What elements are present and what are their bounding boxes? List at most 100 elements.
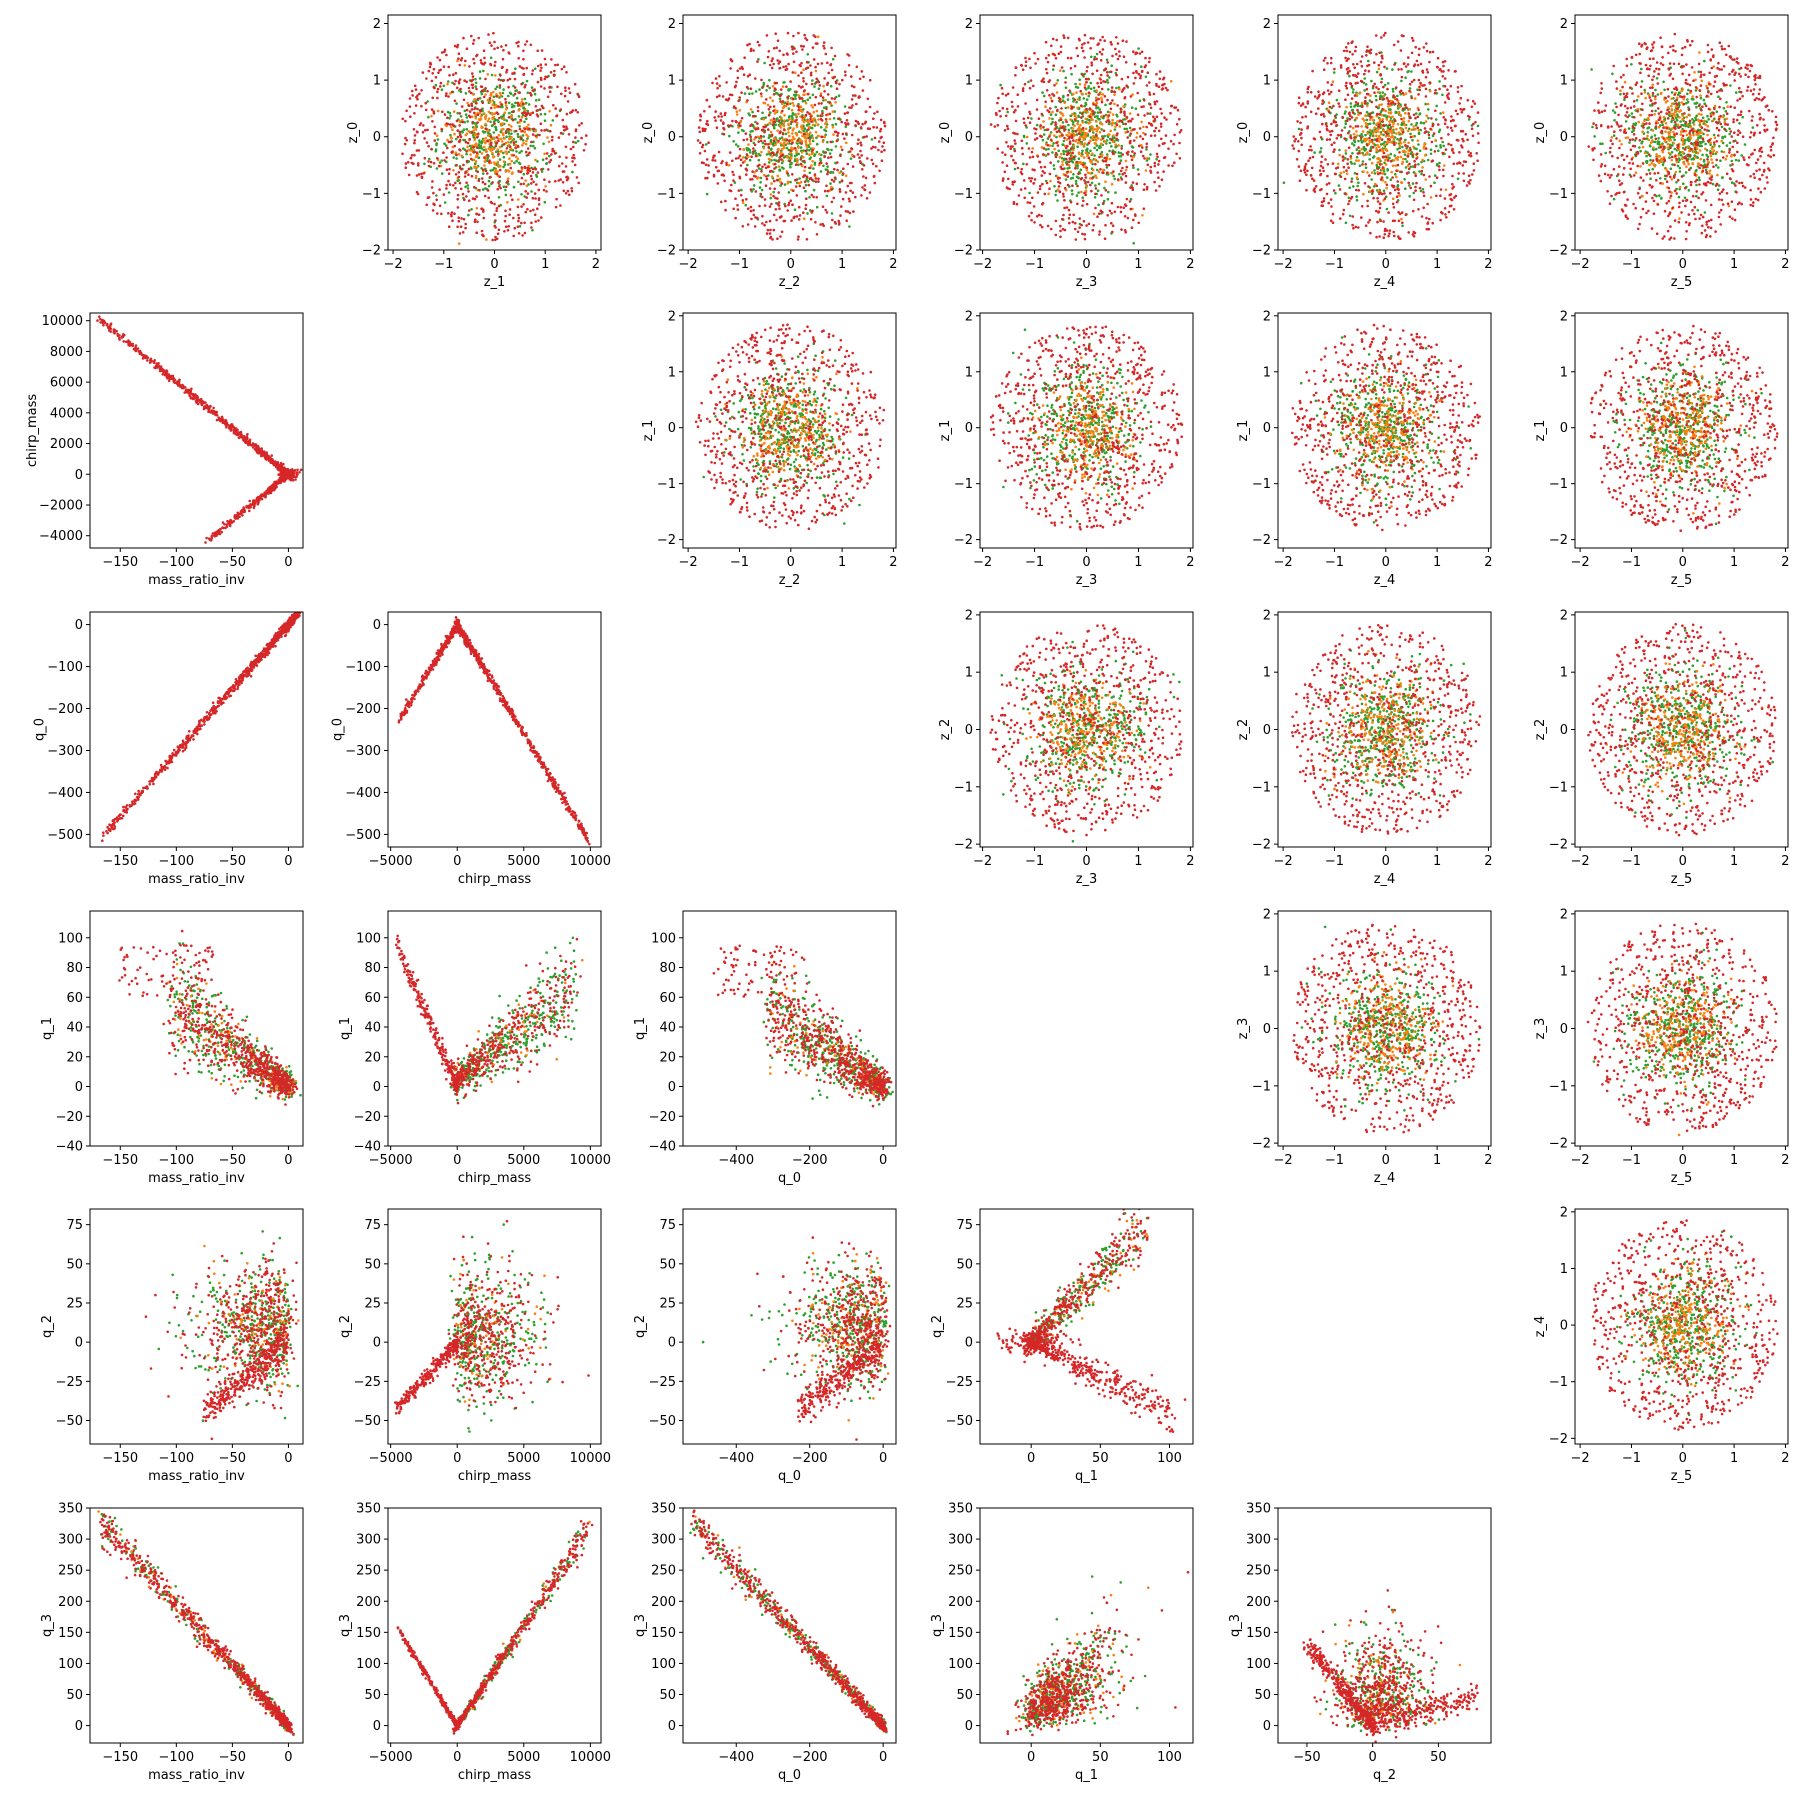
y-tick-label: −1 [657,187,676,202]
scatter-point [561,181,565,184]
scatter-point [829,182,832,185]
scatter-point [873,112,876,115]
scatter-point [758,43,761,47]
scatter-point [1124,204,1128,207]
scatter-point [819,94,823,97]
scatter-point [506,78,510,82]
scatter-point [474,77,477,81]
scatter-point [1084,176,1088,179]
scatter-point [1052,94,1056,97]
scatter-point [516,132,520,136]
scatter-point [534,158,537,162]
scatter-point [751,129,754,133]
scatter-point [1364,139,1367,143]
scatter-point [783,119,786,122]
scatter-point [1103,95,1107,98]
scatter-point [1046,109,1049,112]
scatter-point [731,159,734,163]
scatter-point [837,219,840,223]
scatter-point [858,156,861,159]
scatter-point [494,238,497,242]
scatter-point [745,147,748,150]
scatter-point [1100,100,1104,104]
scatter-point [413,139,417,142]
scatter-point [465,150,468,153]
scatter-point [1117,155,1121,158]
scatter-point [1084,92,1088,96]
scatter-point [1367,59,1370,63]
scatter-point [539,69,542,72]
scatter-point [829,155,833,159]
scatter-point [1087,222,1091,226]
scatter-point [763,163,766,166]
scatter-point [1153,100,1156,104]
scatter-point [1066,93,1070,97]
scatter-point [542,106,545,110]
scatter-point [839,214,842,217]
scatter-point [1377,157,1380,160]
scatter-point [793,47,796,50]
scatter-point [457,219,461,223]
scatter-point [1109,129,1112,133]
scatter-point [1111,113,1115,116]
scatter-point [1135,182,1139,185]
scatter-point [1058,190,1062,194]
scatter-point [1417,128,1421,132]
scatter-point [1048,94,1051,97]
scatter-point [423,162,426,166]
scatter-point [1061,96,1065,99]
scatter-point [548,154,551,158]
scatter-point [1113,210,1117,214]
scatter-point [1085,202,1089,206]
scatter-point [506,169,510,172]
scatter-point [480,92,484,96]
scatter-point [1040,146,1044,149]
scatter-point [425,141,429,144]
scatter-point [1076,141,1080,145]
scatter-point [1089,139,1092,143]
scatter-point [1355,176,1359,179]
scatter-point [1036,155,1040,158]
scatter-point [1409,132,1412,136]
scatter-point [1081,43,1084,46]
scatter-point [521,234,524,237]
scatter-point [517,161,521,165]
scatter-point [1393,154,1396,157]
scatter-point [1058,155,1062,159]
scatter-point [440,212,443,216]
scatter-point [808,112,811,115]
scatter-point [418,123,422,127]
scatter-point [1083,72,1086,76]
scatter-point [802,132,806,136]
scatter-point [1129,139,1132,143]
scatter-point [1404,213,1408,217]
scatter-point [474,162,477,165]
scatter-point [502,160,506,163]
scatter-point [1371,111,1375,114]
scatter-point [801,97,804,100]
scatter-point [1071,151,1074,155]
scatter-point [1000,86,1004,90]
scatter-point [1357,111,1360,114]
scatter-point [443,48,447,52]
scatter-point [564,145,568,149]
scatter-point [1078,78,1081,81]
scatter-point [1116,120,1119,123]
scatter-point [725,161,728,165]
scatter-point [482,49,486,52]
scatter-point [1309,145,1312,148]
scatter-point [1105,120,1108,124]
scatter-point [1149,134,1153,137]
scatter-point [1080,46,1084,49]
scatter-point [1117,144,1120,147]
scatter-point [1014,142,1017,145]
scatter-point [533,67,537,70]
scatter-point [771,238,774,241]
scatter-point [450,213,453,216]
scatter-point [737,124,740,127]
scatter-point [455,164,458,167]
scatter-point [1030,117,1033,120]
scatter-point [1178,157,1182,160]
scatter-point [1028,110,1031,114]
scatter-point [1054,189,1058,193]
